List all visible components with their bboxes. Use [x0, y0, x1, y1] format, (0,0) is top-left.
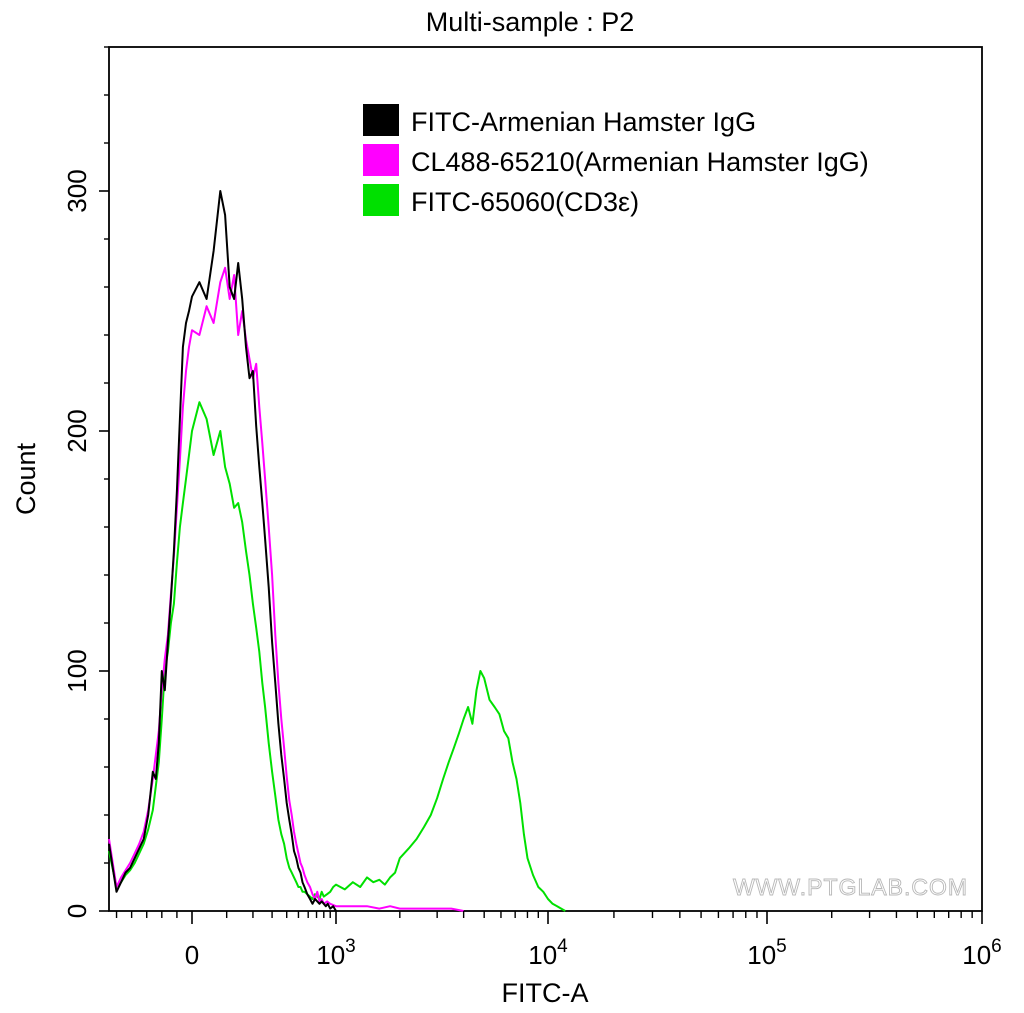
series-line-1 — [108, 190, 337, 912]
legend-label: FITC-65060(CD3ε) — [411, 187, 639, 217]
x-tick-label: 105 — [747, 936, 787, 970]
y-tick-label: 0 — [62, 904, 92, 918]
y-tick-label: 100 — [62, 649, 92, 692]
x-axis-label: FITC-A — [502, 978, 589, 1008]
series-layer — [108, 190, 566, 912]
legend-label: FITC-Armenian Hamster IgG — [411, 107, 756, 137]
y-tick-label: 200 — [62, 409, 92, 452]
legend-label: CL488-65210(Armenian Hamster IgG) — [411, 147, 869, 177]
legend-swatch — [363, 184, 399, 216]
legend: FITC-Armenian Hamster IgG CL488-65210(Arm… — [363, 104, 869, 217]
x-tick-label: 0 — [185, 940, 199, 970]
y-axis-label: Count — [11, 442, 41, 515]
x-tick-label: 106 — [962, 936, 1002, 970]
chart-title: Multi-sample : P2 — [426, 7, 635, 37]
y-tick-label: 300 — [62, 169, 92, 212]
y-axis: 0 100 200 300 — [62, 46, 109, 918]
series-line-2 — [108, 266, 464, 912]
legend-swatch — [363, 144, 399, 176]
legend-swatch — [363, 104, 399, 136]
x-tick-label: 104 — [528, 936, 568, 970]
x-axis: 0 103 104 105 106 — [115, 911, 1002, 970]
watermark: WWW.PTGLAB.COM — [733, 874, 968, 900]
x-tick-label: 103 — [316, 936, 356, 970]
